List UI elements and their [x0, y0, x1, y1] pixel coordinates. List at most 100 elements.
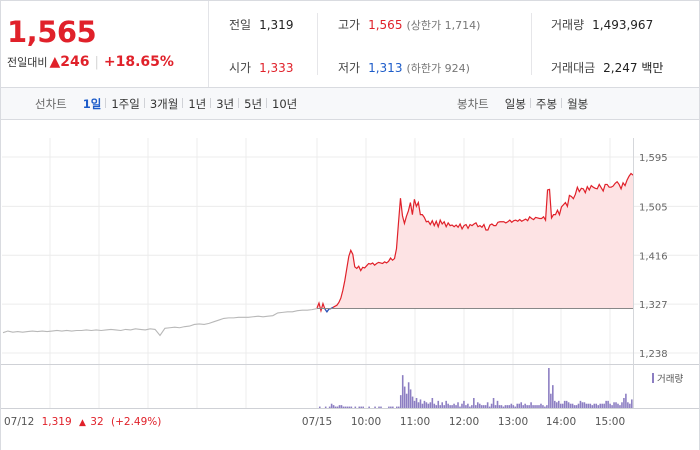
- tab-3y[interactable]: 3년: [210, 96, 239, 112]
- tab-3m[interactable]: 3개월: [143, 96, 183, 112]
- stat-value: 1,319: [259, 17, 294, 32]
- volume-bar: [522, 405, 524, 408]
- stat-label: 저가: [338, 61, 361, 75]
- stat-value: 1,565: [368, 17, 403, 32]
- volume-bar: [534, 405, 536, 408]
- volume-legend-swatch: [652, 373, 654, 383]
- volume-bar: [611, 405, 613, 408]
- volume-bar: [587, 403, 590, 408]
- stat-divider: [531, 13, 532, 75]
- volume-bar: [524, 403, 526, 408]
- stat-open: 시가 1,333: [229, 46, 293, 89]
- volume-bar: [478, 403, 481, 408]
- tab-monthly[interactable]: 월봉: [561, 96, 593, 112]
- volume-bar: [427, 403, 430, 408]
- volume-bar: [457, 402, 459, 408]
- volume-bar: [396, 406, 398, 408]
- prev-day-date: 07/12: [4, 416, 34, 428]
- volume-bar: [575, 405, 578, 408]
- tab-1w[interactable]: 1주일: [105, 96, 144, 112]
- volume-bar: [516, 403, 519, 408]
- volume-bar: [504, 405, 507, 408]
- tab-1y[interactable]: 1년: [182, 96, 211, 112]
- volume-bar: [563, 400, 566, 408]
- current-price: 1,565: [7, 15, 97, 49]
- change-label: 전일대비: [7, 56, 48, 69]
- volume-bar: [500, 405, 503, 408]
- volume-bar: [488, 406, 491, 408]
- stat-label: 거래량: [551, 18, 585, 32]
- volume-bar: [544, 406, 546, 408]
- y-tick-label: 1,505: [639, 202, 668, 213]
- volume-bar: [473, 398, 475, 408]
- tab-weekly[interactable]: 주봉: [529, 96, 562, 112]
- tab-10y[interactable]: 10년: [266, 96, 302, 112]
- stat-label: 거래대금: [551, 61, 596, 75]
- volume-bar: [520, 402, 523, 408]
- volume-bar: [480, 405, 483, 408]
- y-tick-label: 1,238: [639, 349, 668, 360]
- stat-grid: 전일 1,319 시가 1,333 고가 1,565 (상한가 1,714) 저…: [210, 1, 699, 87]
- volume-bar: [392, 406, 394, 408]
- tab-5y[interactable]: 5년: [238, 96, 267, 112]
- tab-daily[interactable]: 일봉: [504, 96, 526, 111]
- change-divider: |: [94, 54, 99, 70]
- volume-bar: [350, 406, 353, 408]
- change-row: 전일대비 ▲ 246 | +18.65%: [7, 54, 174, 70]
- volume-bar: [514, 406, 517, 408]
- stat-value: 1,493,967: [592, 17, 654, 32]
- y-tick-label: 1,327: [639, 300, 668, 311]
- tab-1d[interactable]: 1일: [82, 96, 102, 111]
- volume-bar: [401, 375, 404, 408]
- volume-bar: [496, 400, 499, 408]
- volume-legend-label: 거래량: [657, 373, 683, 385]
- volume-bar: [405, 393, 408, 408]
- volume-bar: [360, 406, 363, 408]
- volume-bar: [419, 399, 422, 408]
- volume-bar: [342, 406, 345, 408]
- volume-bar: [629, 403, 631, 408]
- volume-bar: [465, 405, 467, 408]
- stat-value: 1,313: [368, 60, 403, 75]
- today-price-line: [316, 172, 634, 314]
- volume-bar: [615, 402, 617, 408]
- volume-bar: [490, 403, 493, 408]
- volume-bar: [380, 406, 382, 408]
- volume-bar: [390, 406, 392, 408]
- volume-bar: [476, 402, 479, 408]
- volume-bar: [336, 406, 339, 408]
- volume-bar: [625, 393, 627, 408]
- prev-day-line: [2, 307, 318, 337]
- volume-bar: [554, 400, 556, 408]
- volume-bar: [548, 368, 550, 408]
- volume-bar: [623, 398, 625, 408]
- volume-bar: [567, 402, 570, 408]
- volume-bar: [561, 403, 564, 408]
- volume-bar: [415, 398, 418, 408]
- volume-bar: [413, 400, 416, 408]
- volume-bar: [621, 402, 623, 408]
- volume-bar: [532, 405, 534, 408]
- volume-bar: [605, 400, 607, 408]
- volume-bar: [591, 405, 594, 408]
- prev-day-price: 1,319: [42, 416, 72, 428]
- volume-bar: [338, 405, 341, 408]
- volume-bar: [482, 405, 485, 408]
- volume-bar: [330, 403, 333, 408]
- volume-bar: [340, 405, 343, 408]
- volume-bar: [593, 403, 596, 408]
- volume-bar: [463, 400, 465, 408]
- volume-bar: [332, 405, 335, 408]
- y-tick-label: 1,595: [639, 153, 668, 164]
- volume-bar: [417, 402, 420, 408]
- volume-bar: [461, 403, 463, 408]
- y-tick-label: 1,416: [639, 251, 668, 262]
- volume-bar: [409, 389, 412, 408]
- volume-bar: [429, 402, 432, 408]
- volume-bar: [453, 403, 455, 408]
- volume-bar: [577, 403, 580, 408]
- volume-bar: [324, 406, 327, 408]
- volume-bar: [449, 405, 451, 408]
- volume-bar: [540, 403, 542, 408]
- volume-bar: [486, 402, 489, 408]
